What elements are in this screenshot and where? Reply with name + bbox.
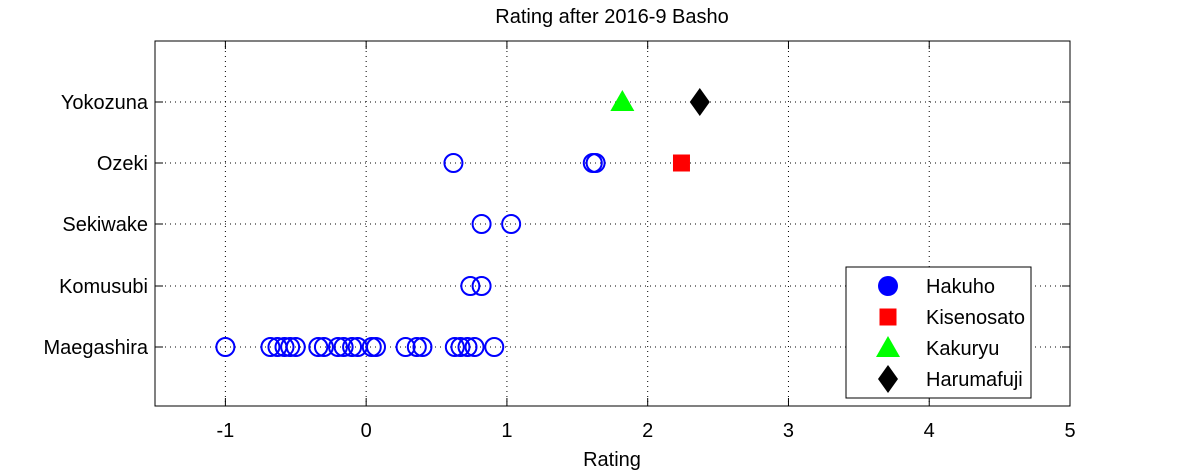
data-point [395,337,416,357]
legend: Hakuho Kisenosato Kakuryu Harumafuji [845,266,1032,399]
data-point [366,337,387,357]
x-tick-label: 3 [783,420,794,442]
legend-label: Kakuryu [926,338,999,360]
data-point [672,154,690,172]
y-tick-label: Ozeki [97,153,148,175]
data-point [444,337,465,357]
data-point [274,337,295,357]
data-point [460,276,481,296]
data-point [412,337,433,357]
y-tick-label: Sekiwake [62,214,148,236]
data-point [215,337,236,357]
data-point [260,337,281,357]
y-tick-label: Komusubi [59,276,148,298]
data-point [689,88,710,116]
legend-label: Hakuho [926,276,995,298]
data-point [471,214,492,234]
x-tick-label: 2 [642,420,653,442]
data-point [501,214,522,234]
data-point [333,337,354,357]
x-tick-label: 1 [501,420,512,442]
legend-label: Harumafuji [926,369,1023,391]
legend-entry: Harumafuji [878,365,1023,393]
legend-box [845,266,1032,399]
data-point [471,276,492,296]
data-point [342,337,363,357]
y-tick-label: Maegashira [43,337,148,359]
data-point [285,337,306,357]
legend-marker [876,336,900,357]
legend-entry: Kisenosato [879,307,1025,329]
data-point [610,90,635,111]
data-point [280,337,301,357]
data-point [443,153,464,173]
chart-title: Rating after 2016-9 Basho [495,6,729,28]
legend-entry: Hakuho [878,276,995,298]
data-points [215,88,710,357]
axis-ticks [155,41,1071,406]
legend-entry: Kakuryu [876,336,999,360]
x-tick-label: 4 [924,420,935,442]
data-point [406,337,427,357]
data-point [457,337,478,357]
x-axis-label: Rating [583,449,641,471]
data-point [308,337,329,357]
data-point [585,153,606,173]
legend-label: Kisenosato [926,307,1025,329]
legend-marker [878,365,898,393]
y-tick-labels: Yokozuna Ozeki Sekiwake Komusubi Maegashira [43,92,148,359]
data-point [450,337,471,357]
x-tick-label: 0 [361,420,372,442]
legend-marker [878,276,898,296]
x-tick-labels: -1 0 1 2 3 4 5 [216,420,1075,442]
data-point [313,337,334,357]
data-point [484,337,505,357]
legend-marker [879,308,897,326]
data-point [464,337,485,357]
grid-lines [155,41,1070,406]
x-tick-label: 5 [1064,420,1075,442]
data-point [328,337,348,357]
x-tick-label: -1 [216,420,234,442]
y-tick-label: Yokozuna [61,92,149,114]
